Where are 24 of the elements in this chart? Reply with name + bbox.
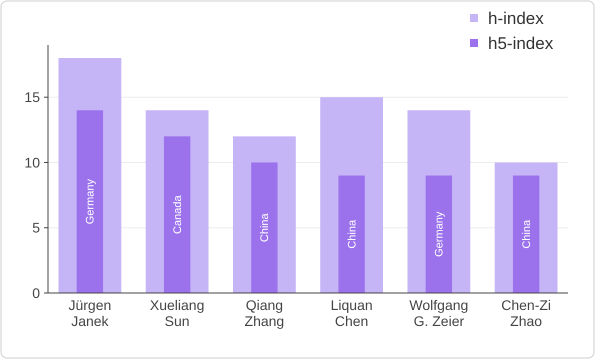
annotation: Germany — [84, 178, 97, 224]
legend-label: h-index — [488, 8, 544, 28]
legend-label: h5-index — [488, 34, 554, 53]
bar — [164, 136, 190, 293]
x-tick-label: Jürgen Janek — [68, 297, 112, 329]
annotation: China — [259, 212, 272, 242]
y-tick-label: 10 — [24, 154, 40, 170]
bar — [338, 176, 365, 293]
x-tick-label: Liquan Chen — [330, 297, 373, 329]
x-tick-label: Chen-Zi Zhao — [501, 297, 552, 329]
x-tick-label: Qiang Zhang — [244, 297, 284, 329]
y-tick-label: 0 — [32, 284, 40, 301]
annotation: China — [520, 219, 533, 249]
bar — [251, 162, 278, 293]
y-tick-label: 15 — [24, 89, 40, 106]
annotation: Germany — [434, 211, 446, 257]
y-tick-label: 5 — [32, 220, 40, 236]
x-tick-label: Wolfgang G. Zeier — [409, 297, 468, 329]
x-tick-label: Xueliang Sun — [150, 297, 204, 329]
annotation: Canada — [172, 194, 184, 234]
annotation: China — [346, 219, 358, 249]
bar — [426, 176, 452, 293]
bar — [76, 110, 104, 293]
bar — [512, 176, 540, 293]
